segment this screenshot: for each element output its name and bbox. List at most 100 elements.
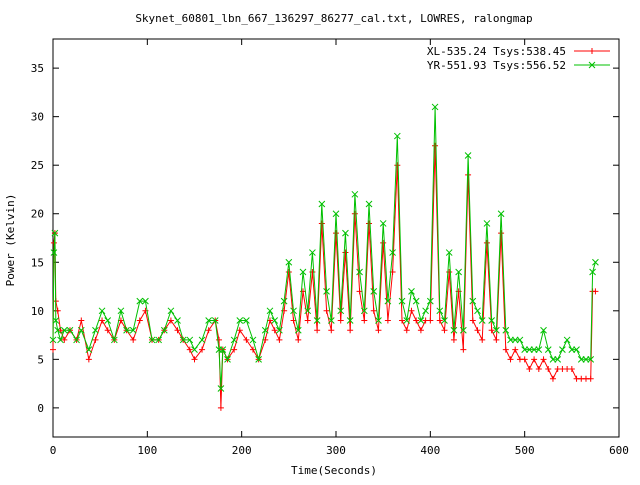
data-point bbox=[77, 326, 85, 334]
data-point bbox=[384, 317, 391, 324]
data-point bbox=[544, 346, 552, 353]
data-point bbox=[559, 346, 566, 353]
data-point bbox=[366, 220, 373, 227]
series-line bbox=[52, 106, 596, 389]
data-point bbox=[459, 326, 467, 334]
data-point bbox=[446, 268, 453, 275]
data-point bbox=[540, 356, 547, 363]
data-point bbox=[271, 317, 279, 324]
x-tick-label: 300 bbox=[326, 444, 346, 457]
data-point bbox=[431, 103, 439, 111]
data-point bbox=[328, 327, 335, 334]
data-point bbox=[295, 336, 302, 343]
data-point bbox=[426, 297, 434, 305]
data-point bbox=[217, 385, 225, 392]
data-point bbox=[285, 268, 292, 275]
data-point bbox=[342, 249, 349, 256]
data-point bbox=[365, 200, 373, 208]
data-point bbox=[50, 346, 56, 353]
data-point bbox=[356, 268, 363, 276]
y-tick-label: 20 bbox=[31, 208, 44, 221]
data-point bbox=[167, 317, 174, 324]
data-point bbox=[582, 355, 590, 363]
legend-label: XL-535.24 Tsys:538.45 bbox=[427, 45, 566, 58]
data-point bbox=[568, 346, 576, 353]
data-point bbox=[309, 249, 316, 256]
data-point bbox=[290, 307, 297, 315]
data-point bbox=[530, 346, 538, 353]
x-tick-label: 600 bbox=[609, 444, 629, 457]
data-point bbox=[516, 336, 524, 344]
data-point bbox=[50, 249, 58, 256]
data-point bbox=[469, 297, 477, 305]
data-point bbox=[549, 355, 557, 363]
data-point bbox=[408, 307, 415, 314]
data-point bbox=[535, 346, 543, 353]
data-point bbox=[384, 297, 392, 305]
series-2 bbox=[49, 103, 599, 392]
data-point bbox=[230, 336, 238, 344]
data-point bbox=[266, 307, 274, 315]
data-point bbox=[92, 326, 99, 334]
data-point bbox=[174, 317, 181, 324]
data-point bbox=[142, 297, 149, 305]
data-point bbox=[375, 327, 382, 334]
chart-title: Skynet_60801_lbn_667_136297_86277_cal.tx… bbox=[135, 12, 532, 25]
data-point bbox=[73, 336, 80, 344]
data-point bbox=[104, 317, 112, 324]
data-point bbox=[191, 346, 198, 353]
data-point bbox=[104, 327, 111, 334]
data-point bbox=[549, 375, 556, 382]
data-point bbox=[361, 317, 368, 324]
data-point bbox=[587, 375, 594, 382]
y-tick-label: 15 bbox=[31, 256, 44, 269]
data-point bbox=[412, 297, 420, 305]
data-point bbox=[497, 210, 505, 218]
data-point bbox=[455, 268, 462, 276]
y-tick-label: 5 bbox=[37, 353, 44, 366]
data-point bbox=[417, 317, 425, 324]
series-line bbox=[52, 145, 596, 408]
data-point bbox=[236, 317, 244, 324]
data-point bbox=[478, 317, 486, 324]
data-point bbox=[554, 355, 562, 363]
data-point bbox=[337, 307, 345, 315]
data-point bbox=[271, 327, 278, 334]
data-point bbox=[51, 229, 59, 237]
data-point bbox=[379, 220, 387, 227]
data-point bbox=[117, 307, 125, 315]
data-point bbox=[436, 307, 444, 315]
data-point bbox=[479, 336, 486, 343]
data-point bbox=[436, 317, 443, 324]
data-point bbox=[380, 239, 387, 246]
data-point bbox=[99, 317, 106, 324]
data-point bbox=[589, 268, 596, 276]
data-point bbox=[285, 258, 293, 266]
data-point bbox=[337, 317, 344, 324]
data-point bbox=[280, 297, 288, 305]
data-point bbox=[323, 288, 330, 295]
data-point bbox=[393, 132, 401, 140]
data-point bbox=[540, 326, 547, 334]
data-point bbox=[85, 346, 93, 353]
data-point bbox=[474, 307, 481, 315]
data-point bbox=[167, 307, 175, 315]
data-point bbox=[186, 346, 193, 353]
x-tick-label: 0 bbox=[50, 444, 57, 457]
data-point bbox=[427, 317, 434, 324]
data-point bbox=[488, 327, 495, 334]
data-point bbox=[403, 317, 411, 324]
data-point bbox=[216, 336, 223, 343]
data-point bbox=[399, 317, 406, 324]
data-point bbox=[389, 249, 396, 256]
data-point bbox=[54, 326, 62, 334]
data-point bbox=[375, 317, 382, 324]
data-point bbox=[130, 336, 137, 343]
data-point bbox=[217, 404, 224, 411]
data-point bbox=[573, 346, 580, 353]
x-tick-label: 500 bbox=[515, 444, 535, 457]
data-point bbox=[276, 326, 283, 334]
data-point bbox=[432, 142, 439, 149]
data-point bbox=[249, 346, 256, 353]
data-point bbox=[318, 220, 325, 227]
